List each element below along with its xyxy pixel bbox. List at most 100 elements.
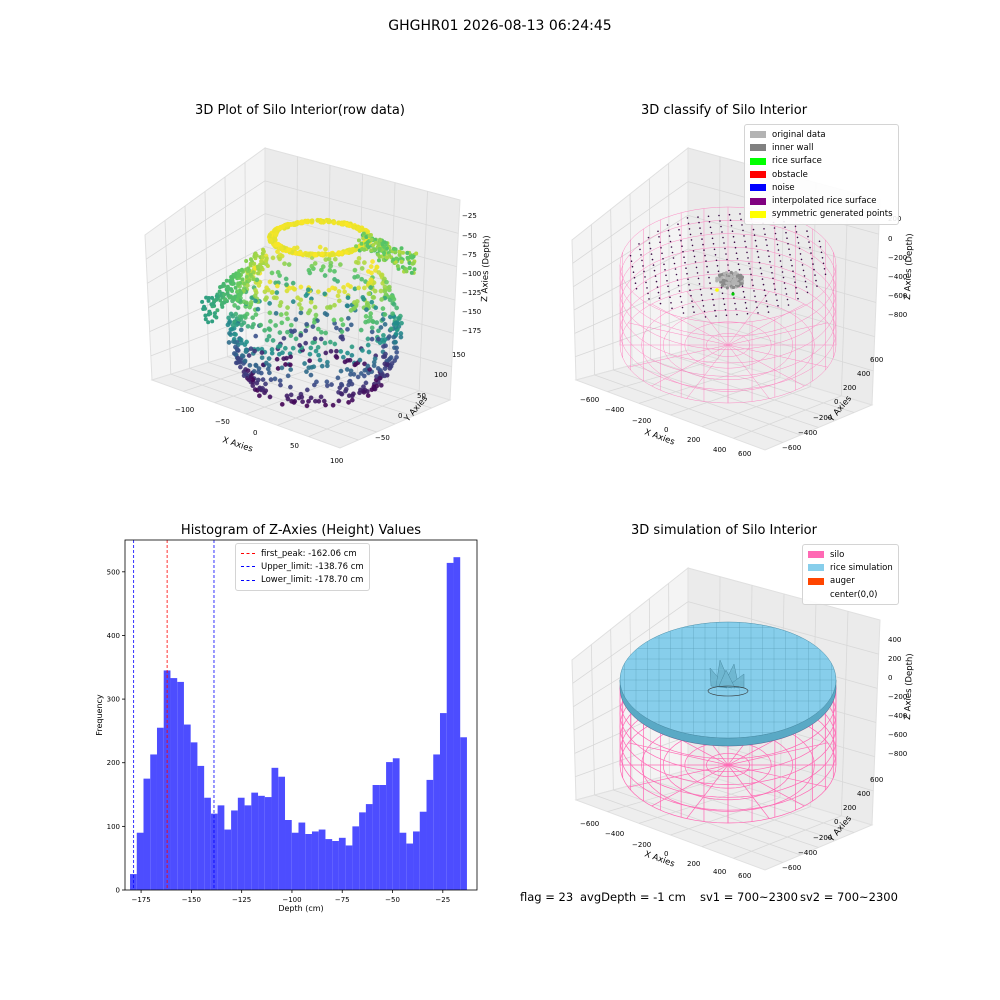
histogram-bar bbox=[359, 812, 366, 890]
x-tick-label: −25 bbox=[435, 896, 450, 904]
histogram-bar bbox=[251, 792, 259, 890]
cls-y-tick: −600 bbox=[782, 444, 801, 452]
raw-z-tick: −50 bbox=[462, 232, 477, 240]
histogram-bar bbox=[379, 785, 387, 890]
footer-sv2: sv2 = 700~2300 bbox=[800, 890, 898, 904]
histogram-bar bbox=[298, 822, 306, 890]
histogram-bar bbox=[224, 829, 232, 890]
histogram-bar bbox=[183, 724, 191, 890]
sim-z-tick: 200 bbox=[888, 655, 901, 663]
x-tick-label: −75 bbox=[335, 896, 350, 904]
histogram-bar bbox=[413, 831, 420, 890]
histogram-bar bbox=[231, 810, 238, 890]
sim-x-tick: 200 bbox=[687, 860, 700, 868]
classify-plot-title: 3D classify of Silo Interior bbox=[640, 103, 808, 118]
cls-x-tick: −600 bbox=[580, 396, 599, 404]
cls-z-tick: −400 bbox=[888, 273, 907, 281]
histogram-bar bbox=[204, 797, 211, 890]
x-tick-label: −150 bbox=[182, 896, 201, 904]
raw-plot-title: 3D Plot of Silo Interior(row data) bbox=[195, 103, 405, 118]
sim-y-tick: 600 bbox=[870, 776, 883, 784]
sim-x-tick: −400 bbox=[605, 830, 624, 838]
raw-z-tick: −25 bbox=[462, 212, 477, 220]
sim-y-tick: −200 bbox=[813, 834, 832, 842]
y-tick-label: 0 bbox=[116, 887, 120, 895]
histogram-bar bbox=[190, 742, 198, 890]
histogram-bar bbox=[177, 681, 184, 890]
histogram-bar bbox=[264, 797, 272, 890]
legend-item: center(0,0) bbox=[808, 588, 893, 601]
raw-z-tick: −100 bbox=[462, 270, 481, 278]
sim-y-tick: −600 bbox=[782, 864, 801, 872]
x-tick-label: −125 bbox=[232, 896, 251, 904]
histogram-bar bbox=[325, 839, 333, 890]
sim-z-tick: −800 bbox=[888, 750, 907, 758]
raw-z-tick: −125 bbox=[462, 289, 481, 297]
legend-swatch bbox=[808, 564, 824, 572]
sim-x-tick: −600 bbox=[580, 820, 599, 828]
classify-legend: original data inner wall rice surface ob… bbox=[744, 124, 899, 226]
histogram-bar bbox=[406, 843, 414, 890]
legend-item: rice simulation bbox=[808, 561, 893, 574]
sim-z-tick: 400 bbox=[888, 636, 901, 644]
legend-item: rice surface bbox=[750, 155, 893, 168]
histogram-bar bbox=[285, 820, 292, 890]
sim-x-tick: −200 bbox=[632, 841, 651, 849]
raw-y-tick: 100 bbox=[434, 371, 447, 379]
cls-x-tick: −400 bbox=[605, 406, 624, 414]
histogram-bar bbox=[332, 841, 339, 890]
cls-y-tick: 0 bbox=[834, 398, 838, 406]
raw-z-label: Z Axies (Depth) bbox=[480, 235, 492, 302]
legend-swatch bbox=[750, 197, 766, 205]
histogram-plot: −175 −150 −125 −100 −75 −50 −25 0 100 200 300 400 5… bbox=[95, 539, 478, 913]
cls-y-tick: −400 bbox=[798, 429, 817, 437]
histogram-bar bbox=[426, 779, 434, 890]
legend-swatch bbox=[808, 591, 824, 598]
cls-z-tick: −200 bbox=[888, 254, 907, 262]
histogram-bar bbox=[217, 805, 225, 890]
legend-item: noise bbox=[750, 181, 893, 194]
cls-z-label: Z Axies (Depth) bbox=[903, 233, 915, 300]
histogram-bar bbox=[460, 737, 467, 890]
raw-x-tick: 100 bbox=[330, 457, 343, 465]
raw-3d-plot: −100 −50 0 50 100 −50 0 50 100 150 −25 −… bbox=[144, 147, 492, 465]
histogram-bar bbox=[156, 727, 164, 890]
legend-item: first_peak: -162.06 cm bbox=[241, 547, 364, 560]
legend-item: auger bbox=[808, 575, 893, 588]
histogram-bar bbox=[197, 765, 205, 890]
raw-x-tick: −100 bbox=[175, 406, 194, 414]
histogram-bar bbox=[237, 797, 245, 890]
histogram-bar bbox=[338, 837, 346, 890]
raw-x-tick: 0 bbox=[253, 429, 257, 437]
histogram-bar bbox=[345, 845, 353, 890]
histogram-bar bbox=[143, 778, 151, 890]
histogram-x-label: Depth (cm) bbox=[278, 904, 323, 913]
legend-swatch bbox=[750, 210, 766, 218]
cls-x-tick: 200 bbox=[687, 436, 700, 444]
sim-y-tick: 200 bbox=[843, 804, 856, 812]
sim-x-tick: 0 bbox=[664, 850, 668, 858]
cls-z-tick: −600 bbox=[888, 292, 907, 300]
histogram-bar bbox=[392, 758, 400, 890]
y-tick-label: 300 bbox=[107, 696, 120, 704]
histogram-bar bbox=[291, 832, 299, 890]
histogram-bar bbox=[136, 832, 144, 890]
histogram-bar bbox=[352, 826, 360, 890]
histogram-axes-frame bbox=[124, 539, 478, 891]
raw-y-tick: 150 bbox=[452, 351, 465, 359]
histogram-bar bbox=[278, 776, 286, 890]
cls-x-label: X Axies bbox=[643, 427, 676, 447]
legend-swatch bbox=[750, 171, 766, 179]
cls-y-tick: 400 bbox=[857, 370, 870, 378]
x-tick-label: −100 bbox=[282, 896, 301, 904]
cls-y-tick: −200 bbox=[813, 414, 832, 422]
histogram-bar bbox=[453, 557, 461, 890]
x-tick-label: −50 bbox=[385, 896, 400, 904]
histogram-bar bbox=[258, 795, 265, 890]
histogram-bar bbox=[386, 762, 393, 890]
raw-y-tick: −50 bbox=[375, 434, 390, 442]
legend-item: Lower_limit: -178.70 cm bbox=[241, 574, 364, 587]
legend-swatch bbox=[750, 157, 766, 165]
raw-x-tick: 50 bbox=[290, 442, 299, 450]
simulation-3d-plot: −600 −400 −200 0 200 400 600 −600 −400 −… bbox=[571, 566, 915, 880]
